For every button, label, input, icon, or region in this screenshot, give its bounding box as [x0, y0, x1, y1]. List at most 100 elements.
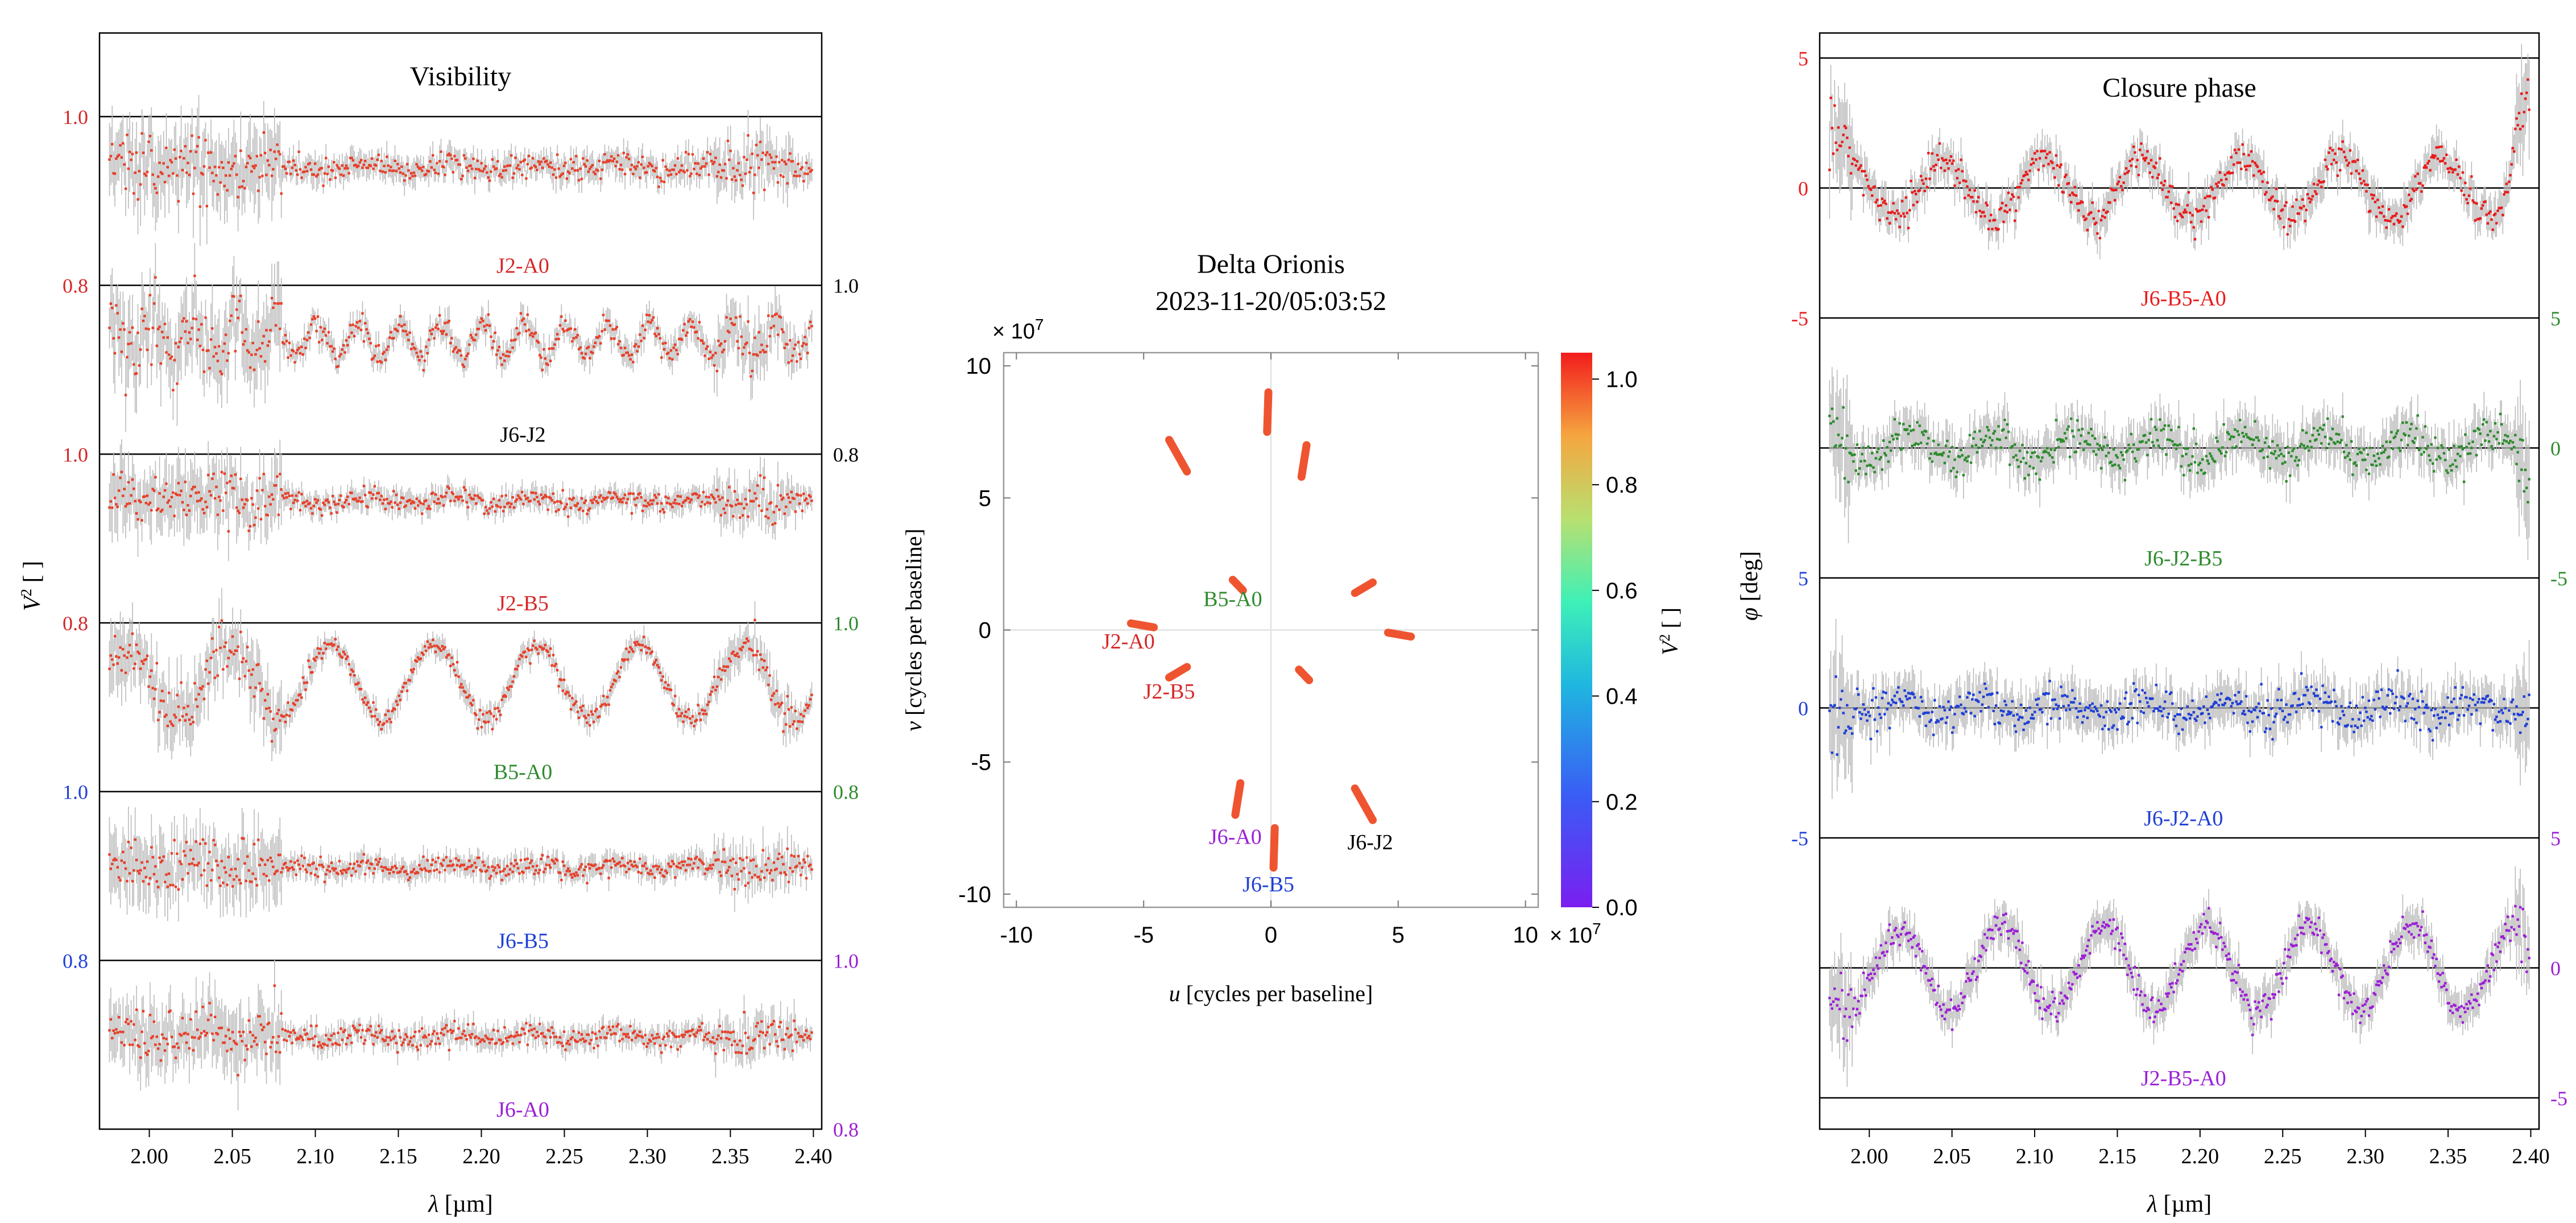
visibility-error-bars: [109, 588, 813, 761]
uv-x-tick-label: 5: [1392, 923, 1405, 948]
closure-y-tick-label: 5: [1798, 567, 1808, 590]
uv-y-tick-label: 10: [966, 354, 992, 379]
closure-frame: [1819, 32, 2540, 1130]
uv-baseline-label: J6-J2: [1347, 831, 1393, 854]
visibility-y-label-unit: [ ]: [19, 561, 45, 589]
closure-triplet-label: J6-J2-B5: [2144, 547, 2222, 571]
closure-points: [1828, 78, 2531, 241]
colorbar: [1561, 353, 1592, 907]
closure-y-tick-label: -5: [1791, 827, 1808, 850]
uv-x-label: u [cycles per baseline]: [1169, 981, 1373, 1006]
visibility-y-tick-label: 0.8: [63, 949, 88, 972]
visibility-title: Visibility: [410, 61, 511, 92]
closure-x-tick-label: 2.40: [2512, 1145, 2550, 1168]
visibility-baseline-label: J6-B5: [497, 929, 549, 953]
closure-panel-j6-j2-a0: -5 0 5 J6-J2-A0: [1791, 567, 2539, 850]
uv-title-line2: 2023-11-20/05:03:52: [1156, 286, 1386, 316]
visibility-points: [108, 470, 813, 533]
colorbar-label-sup: 2: [1656, 634, 1673, 642]
visibility-y-tick-label: 1.0: [833, 949, 859, 972]
uv-x-tick-label: 0: [1265, 923, 1277, 948]
visibility-points: [108, 984, 813, 1077]
closure-triplet-label: J6-B5-A0: [2141, 287, 2226, 311]
closure-title: Closure phase: [2102, 73, 2256, 103]
closure-x-tick-label: 2.30: [2346, 1145, 2384, 1168]
visibility-error-bars: [109, 94, 813, 246]
uv-y-tick-label: 5: [979, 486, 991, 511]
uv-y-tick-label: 0: [979, 618, 991, 643]
visibility-y-tick-label: 1.0: [63, 443, 88, 466]
colorbar-tick-label: 0.8: [1606, 473, 1638, 498]
visibility-error-bars: [109, 243, 813, 432]
closure-points: [1828, 406, 2531, 503]
closure-x-tick-label: 2.20: [2181, 1145, 2219, 1168]
visibility-y-tick-label: 1.0: [833, 275, 859, 298]
visibility-baseline-label: B5-A0: [494, 761, 552, 784]
visibility-x-label: λ [µm]: [427, 1191, 493, 1217]
colorbar-label-unit: [ ]: [1657, 608, 1683, 634]
colorbar-tick-label: 0.6: [1606, 579, 1638, 604]
uv-track: [1165, 436, 1191, 476]
closure-y-tick-label: 0: [2550, 957, 2561, 980]
visibility-points: [108, 837, 813, 891]
uv-y-label-unit: [cycles per baseline]: [901, 528, 926, 721]
uv-y-offset-label: × 107: [992, 316, 1044, 344]
colorbar-tick-label: 1.0: [1606, 367, 1638, 392]
visibility-panel-b5-a0: 0.8 1.0 B5-A0: [100, 588, 859, 804]
visibility-baseline-label: J2-B5: [497, 592, 549, 615]
closure-y-tick-label: 5: [2550, 307, 2561, 330]
closure-points: [1828, 904, 2531, 1042]
uv-track: [1295, 666, 1314, 684]
uv-baseline-label: B5-A0: [1203, 588, 1262, 612]
uv-y-offset-exp: 7: [1035, 316, 1044, 333]
uv-x-offset-label: × 107: [1550, 920, 1601, 948]
closure-y-tick-label: -5: [2550, 567, 2567, 590]
visibility-points: [108, 618, 813, 743]
visibility-x-tick-label: 2.30: [628, 1145, 666, 1168]
uv-baseline-label: J6-B5: [1243, 873, 1294, 896]
visibility-x-label-unit: [µm]: [438, 1191, 492, 1217]
uv-track: [1297, 441, 1311, 481]
visibility-y-label-symbol: V: [19, 594, 45, 611]
closure-y-tick-label: -5: [1791, 307, 1808, 330]
closure-x-tick-label: 2.15: [2098, 1145, 2136, 1168]
uv-x-tick-label: -5: [1133, 923, 1154, 948]
uv-baseline-label: J6-A0: [1209, 825, 1262, 849]
uv-title-line1: Delta Orionis: [1197, 249, 1345, 279]
visibility-panel-j2-a0: 0.8 1.0 J2-A0: [63, 94, 822, 298]
colorbar-label-symbol: V: [1657, 639, 1683, 655]
closure-x-tick-label: 2.25: [2264, 1145, 2302, 1168]
visibility-panel-j6-j2: 0.8 1.0 J6-J2: [100, 243, 859, 466]
visibility-x-tick-label: 2.05: [213, 1145, 251, 1168]
visibility-baseline-label: J6-J2: [500, 423, 545, 447]
uv-track: [1228, 576, 1247, 594]
closure-x-label: λ [µm]: [2146, 1191, 2212, 1217]
visibility-y-tick-label: 0.8: [833, 781, 859, 804]
colorbar-label: V2 [ ]: [1656, 608, 1683, 655]
closure-y-tick-label: 0: [1798, 177, 1808, 200]
closure-panel-j6-b5-a0: -5 0 5 J6-B5-A0: [1791, 44, 2539, 330]
visibility-y-tick-label: 0.8: [63, 275, 88, 298]
closure-x-tick-label: 2.05: [1933, 1145, 1971, 1168]
visibility-panel-j6-b5: 0.8 1.0 J6-B5: [63, 781, 822, 972]
closure-x-tick-label: 2.00: [1850, 1145, 1888, 1168]
uv-track: [1263, 388, 1273, 436]
closure-x-tick-label: 2.10: [2016, 1145, 2054, 1168]
closure-y-label-unit: [deg]: [1737, 551, 1763, 608]
uv-track: [1165, 663, 1191, 682]
visibility-y-tick-label: 1.0: [63, 106, 88, 129]
visibility-y-tick-label: 1.0: [63, 781, 88, 804]
visibility-baseline-label: J6-A0: [496, 1098, 549, 1122]
uv-track: [1231, 779, 1245, 819]
closure-error-bars: [1829, 619, 2530, 799]
visibility-panel-j6-a0: 0.8 1.0 J6-A0: [100, 949, 859, 1141]
uv-x-label-symbol: u: [1169, 981, 1181, 1006]
visibility-y-tick-label: 0.8: [833, 443, 859, 466]
closure-error-bars: [1829, 866, 2530, 1087]
uv-y-label: v [cycles per baseline]: [901, 528, 926, 731]
uv-track: [1127, 619, 1158, 631]
visibility-x-tick-label: 2.25: [545, 1145, 583, 1168]
visibility-chart: Visibility 0.8 1.0 J2-A0 0.8 1.0 J6-J2 0.8 1.0 J2…: [18, 32, 859, 1217]
closure-x-label-unit: [µm]: [2157, 1191, 2211, 1217]
closure-triplet-label: J2-B5-A0: [2141, 1067, 2226, 1090]
